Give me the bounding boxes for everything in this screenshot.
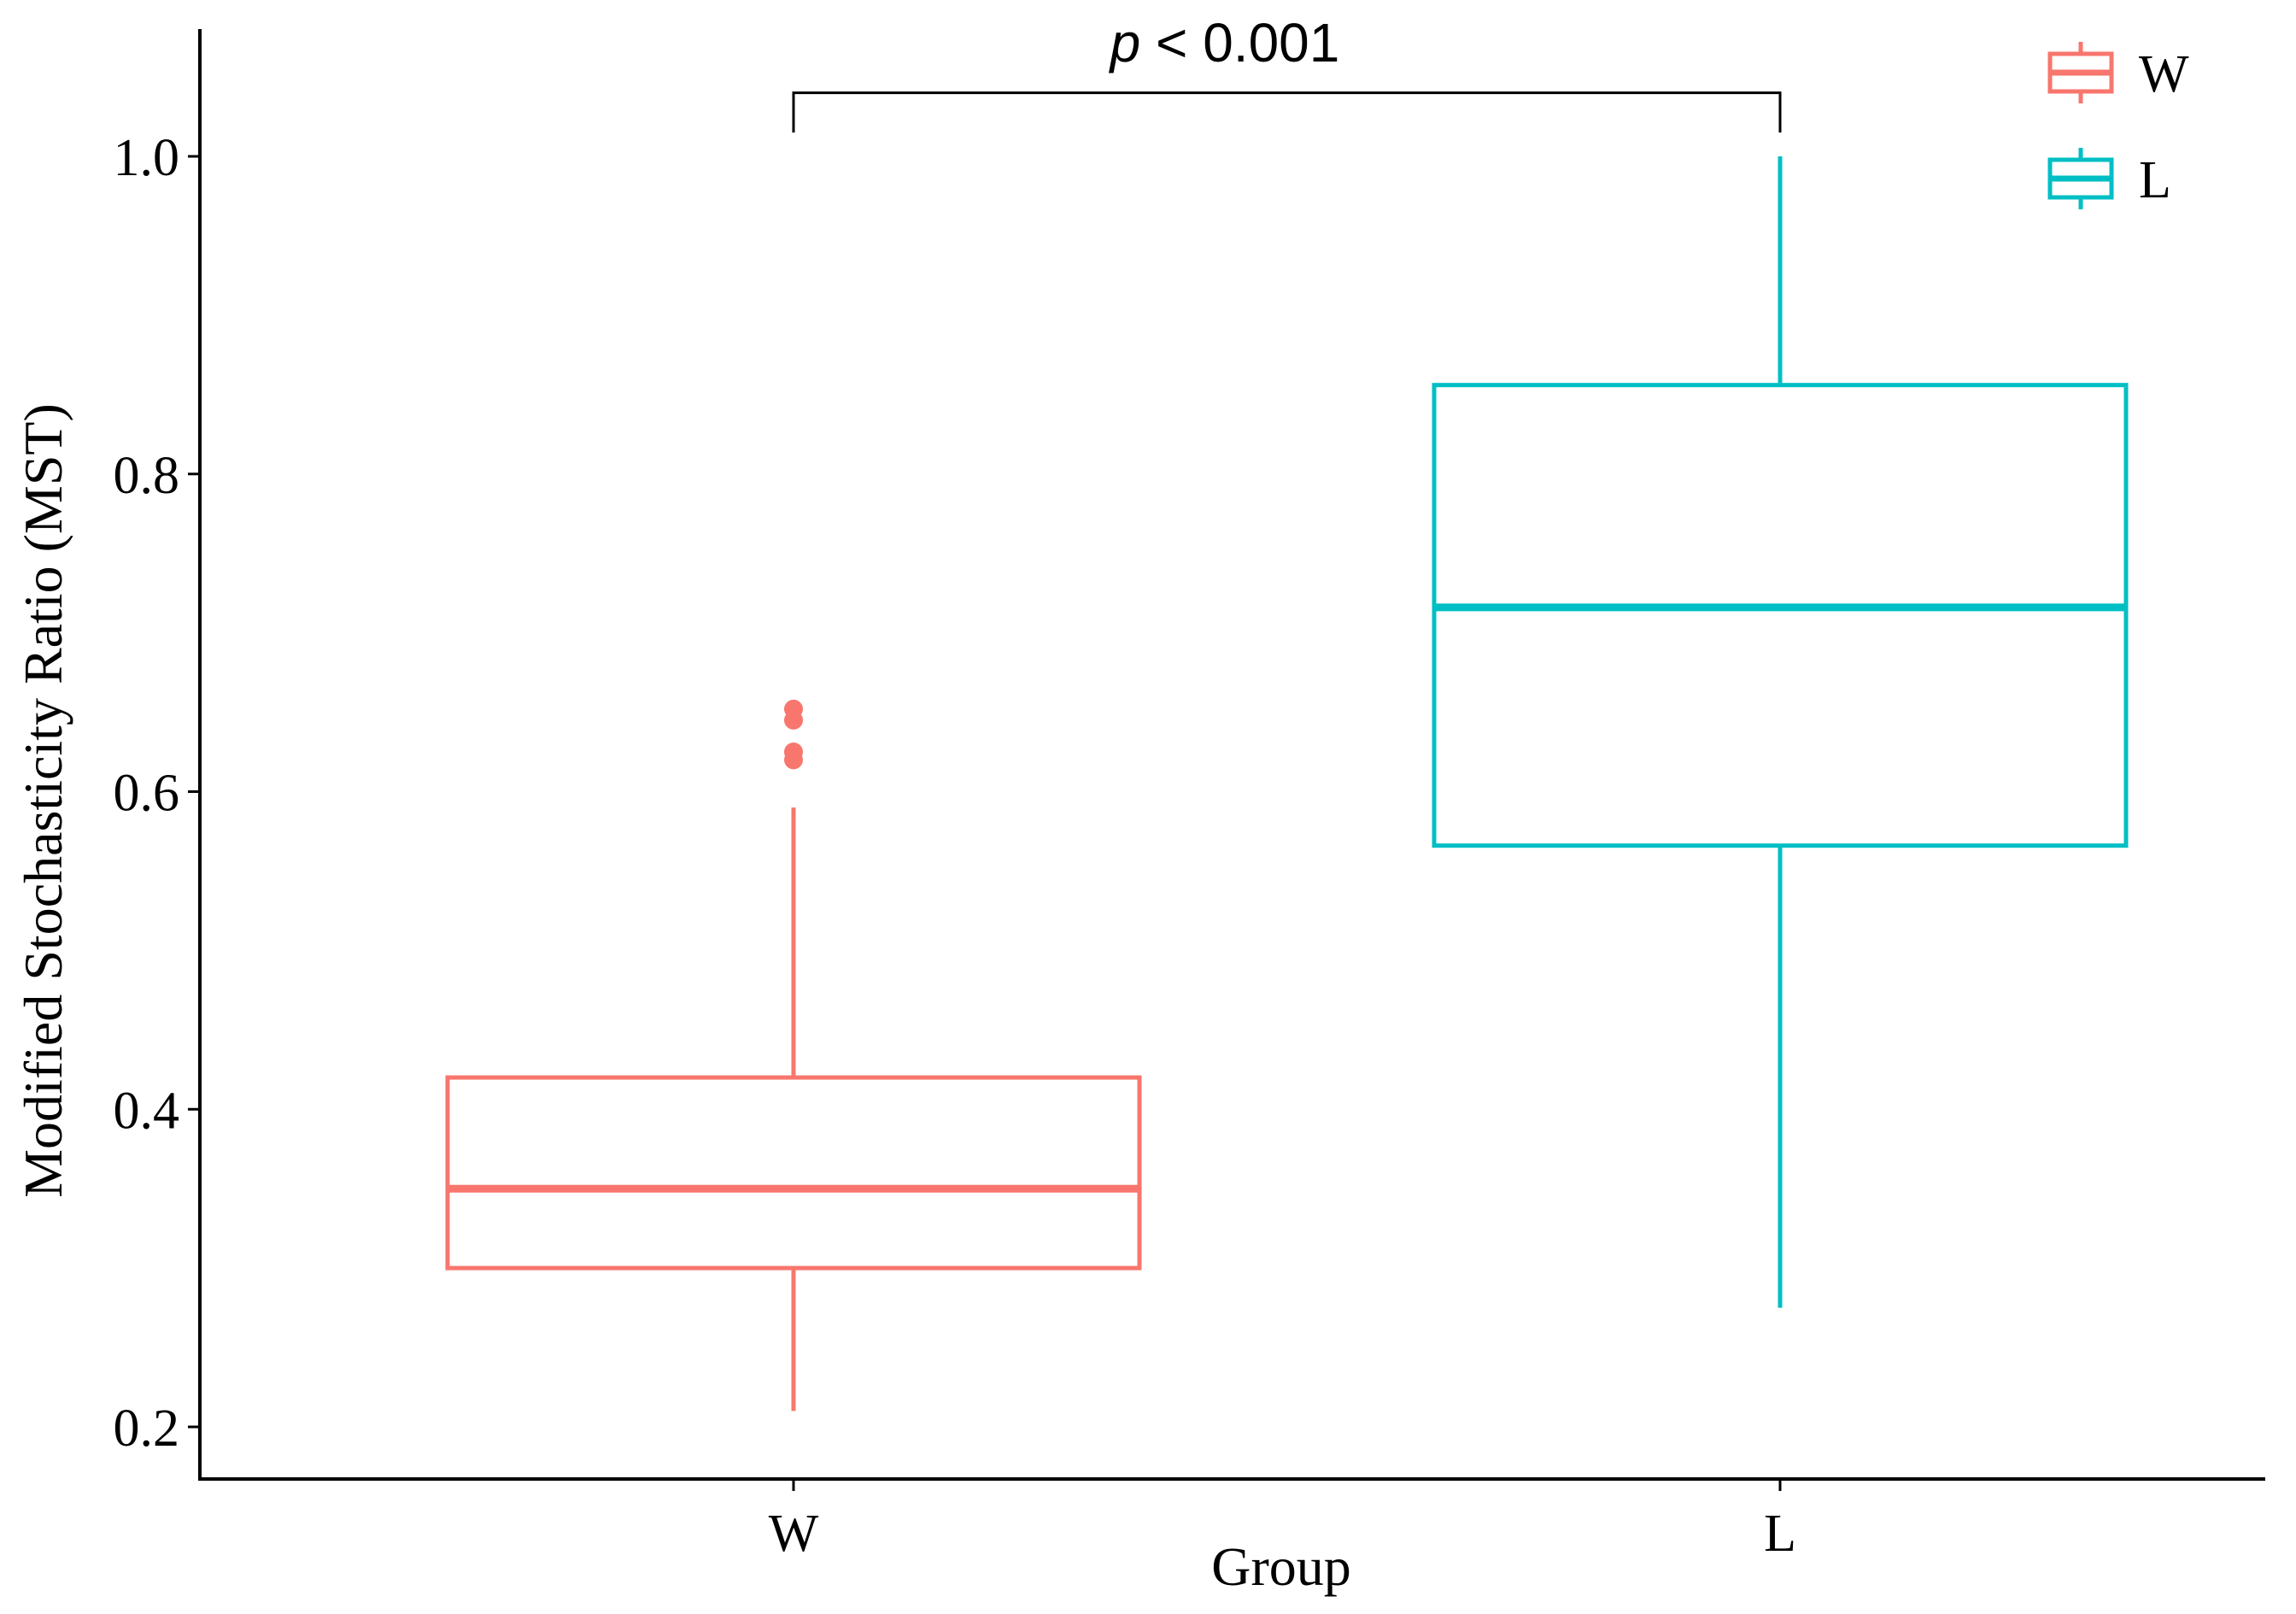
x-tick-label: L — [1764, 1505, 1796, 1563]
p-value-label: p < 0.001 — [1109, 12, 1340, 73]
y-tick-label: 0.2 — [114, 1400, 180, 1458]
legend-item-l: L — [2047, 148, 2171, 209]
significance-bracket — [792, 91, 1782, 133]
box-rect — [445, 1075, 1142, 1271]
x-tick-label: W — [769, 1505, 819, 1563]
p-symbol: p — [1109, 12, 1141, 73]
x-axis-title: Group — [1211, 1536, 1351, 1597]
y-axis-title: Modified Stochasticity Ratio (MST) — [13, 403, 73, 1198]
significance-annotation: p < 0.001 — [792, 12, 1782, 133]
y-tick-label: 0.4 — [114, 1082, 180, 1140]
p-value-text: < 0.001 — [1140, 12, 1339, 73]
axes: 0.20.40.60.81.0W L — [114, 29, 2265, 1563]
legend-label: L — [2139, 151, 2171, 209]
box-rect — [1432, 383, 2129, 848]
outlier-point — [784, 710, 803, 730]
y-tick-label: 1.0 — [114, 129, 180, 187]
outlier-point — [784, 750, 803, 770]
y-tick-label: 0.8 — [114, 447, 180, 505]
boxes — [445, 156, 2129, 1412]
legend-label: W — [2139, 45, 2189, 103]
box-group-w — [445, 699, 1142, 1412]
legend-item-w: W — [2047, 42, 2189, 103]
legend: WL — [2047, 42, 2189, 209]
y-tick-label: 0.6 — [114, 765, 180, 823]
box-group-l — [1432, 156, 2129, 1308]
